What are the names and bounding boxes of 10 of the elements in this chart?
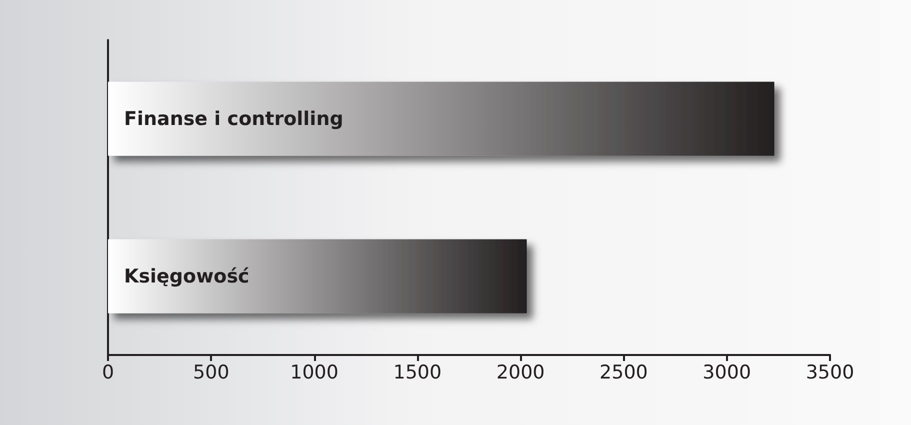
y-tick-label: Księgowość [124, 265, 250, 288]
x-tick-label: 3000 [702, 362, 752, 384]
x-tick-label: 1500 [393, 362, 442, 384]
x-tick-label: 3500 [806, 362, 854, 384]
x-tick-label: 500 [193, 362, 230, 384]
y-tick-label: Finanse i controlling [124, 108, 344, 130]
x-tick-label: 2500 [600, 362, 648, 384]
x-tick-label: 2000 [496, 362, 545, 384]
x-tick-label: 0 [102, 362, 114, 384]
x-tick-label: 1000 [290, 362, 338, 384]
